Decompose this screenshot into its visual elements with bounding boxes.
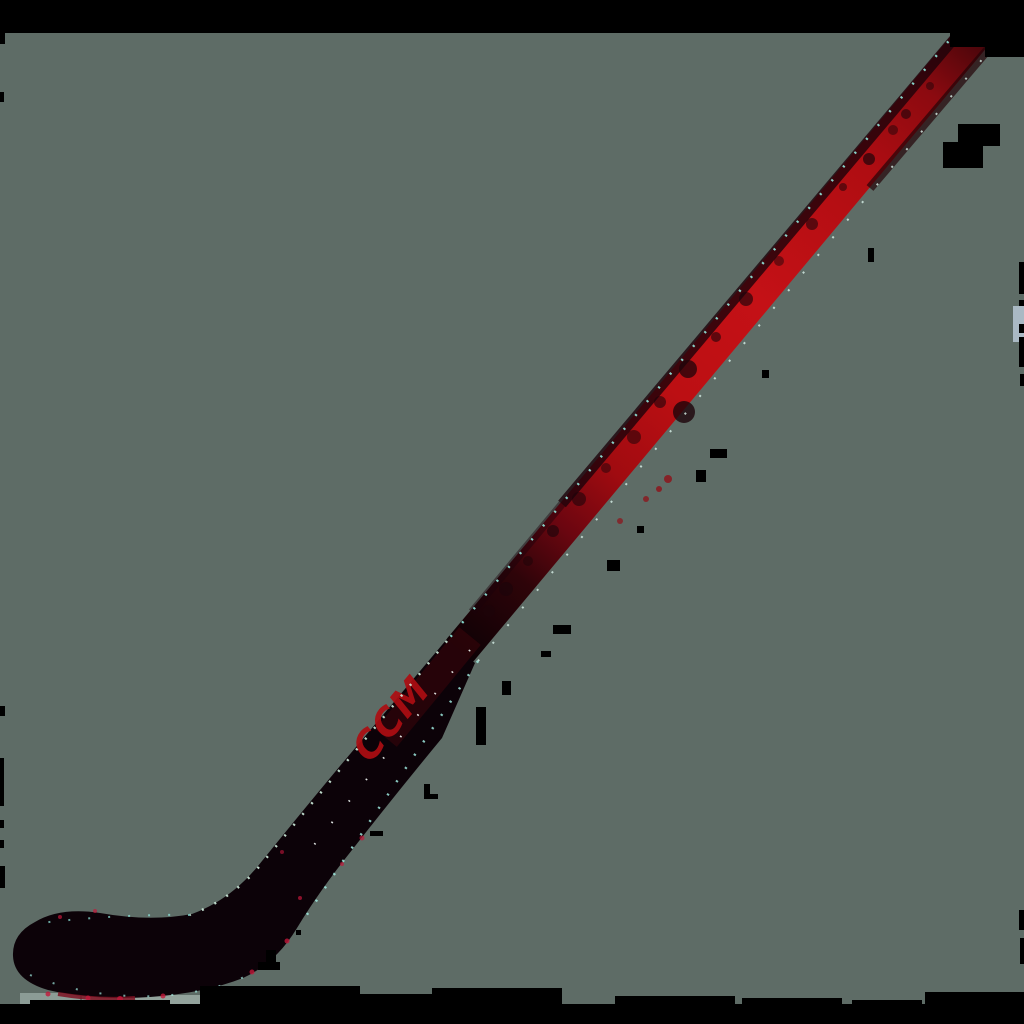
letterbox-bottom [0,986,1024,1024]
hockey-stick: CCM [12,0,1015,1002]
shaft-dark-stripes [468,0,1011,615]
left-edge-artifacts [0,33,5,888]
blade-highlights [45,835,365,1002]
red-speckles [617,475,672,524]
brand-band [375,627,481,747]
letterbox-top [0,0,1024,57]
shaft-graphics-mottling [483,82,934,617]
right-edge-artifacts [1013,262,1024,964]
edge-speckles [29,0,1012,998]
right-edge-pale-strip [1013,306,1024,342]
